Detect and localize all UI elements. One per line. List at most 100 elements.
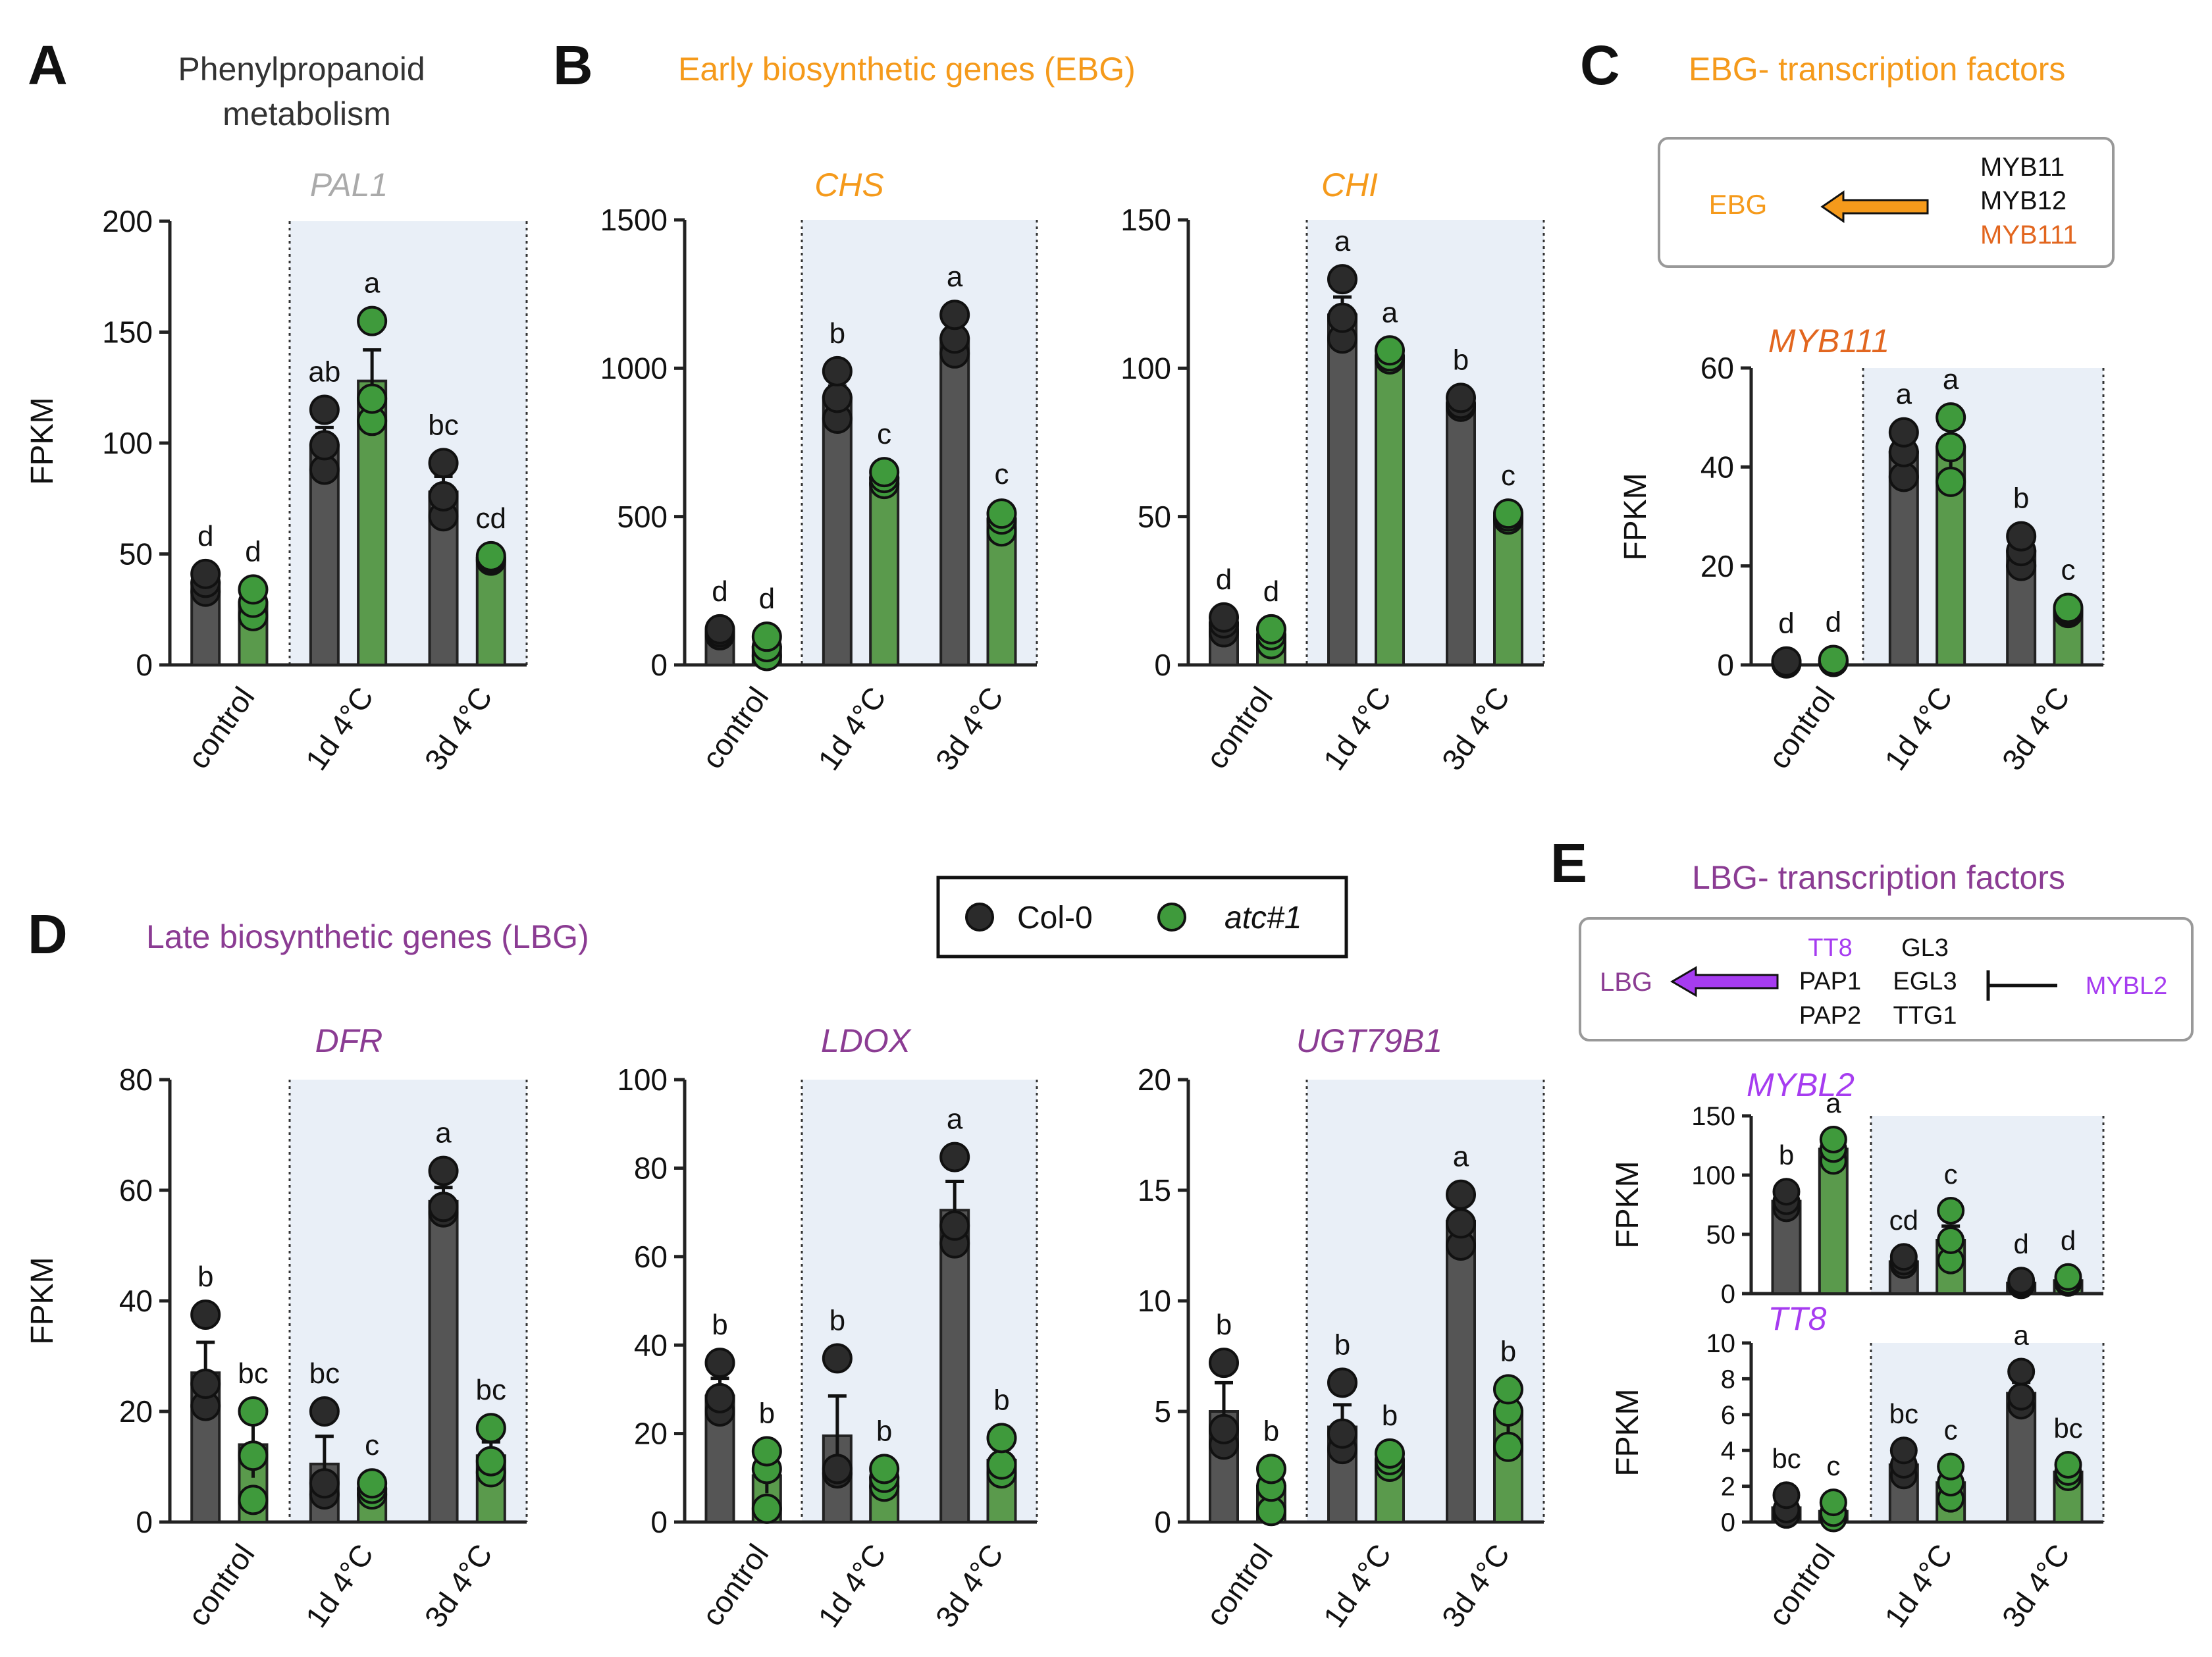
chart-ldox: 0 20 40 60 80 100 LDOX b b control b b 1d 4°C a b 3d 4°… [617, 1022, 1038, 1633]
data-point [238, 574, 269, 605]
data-point [869, 457, 900, 488]
significance-letter: a [435, 1117, 452, 1149]
lbg-target-label: LBG [1600, 968, 1652, 997]
significance-letter: b [759, 1397, 775, 1429]
x-tick-label: control [1199, 681, 1279, 775]
lbg-regulation-diagram: LBG TT8 PAP1 PAP2 GL3 EGL3 TTG1 MYBL2 [1579, 917, 2194, 1041]
data-point [1937, 1197, 1965, 1224]
data-point [1327, 1367, 1357, 1398]
x-tick-label: 1d 4°C [1878, 1538, 1959, 1633]
data-point [2007, 1357, 2036, 1386]
significance-letter: d [712, 575, 727, 608]
x-tick-label: 3d 4°C [928, 681, 1010, 776]
significance-letter: d [245, 535, 261, 567]
significance-letter: cd [1889, 1205, 1918, 1236]
y-tick-label: 1000 [600, 351, 668, 385]
y-tick-label: 10 [1706, 1329, 1736, 1358]
panel-label-E: E [1550, 832, 1587, 894]
y-tick-label: 0 [1154, 648, 1171, 682]
significance-letter: c [365, 1429, 379, 1461]
data-point [822, 1343, 853, 1374]
data-point [190, 1300, 221, 1330]
significance-letter: b [993, 1384, 1009, 1416]
x-tick-label: 1d 4°C [1878, 681, 1959, 776]
bar [1493, 515, 1523, 667]
y-axis-label: FPKM [25, 1257, 60, 1344]
data-point [869, 1454, 900, 1485]
significance-letter: b [1334, 1328, 1350, 1361]
significance-letter: b [712, 1309, 727, 1341]
significance-letter: a [1453, 1141, 1469, 1173]
x-tick-label: 3d 4°C [1435, 681, 1517, 776]
chart-title: CHS [814, 167, 884, 203]
bar [1446, 402, 1476, 666]
significance-letter: bc [238, 1357, 268, 1390]
significance-letter: d [2061, 1225, 2076, 1256]
significance-letter: b [2013, 483, 2029, 515]
significance-letter: a [947, 1103, 963, 1136]
significance-letter: c [1501, 460, 1515, 492]
significance-letter: d [198, 520, 213, 552]
data-point [1446, 382, 1476, 413]
bar [939, 1209, 970, 1523]
y-tick-label: 8 [1721, 1365, 1735, 1394]
x-tick-label: 1d 4°C [299, 681, 381, 776]
x-tick-label: 1d 4°C [811, 681, 893, 776]
data-point [1936, 432, 1966, 463]
data-point [1937, 1226, 1965, 1254]
significance-letter: a [1334, 225, 1351, 257]
significance-letter: bc [428, 409, 458, 441]
chart-title: MYBL2 [1747, 1066, 1855, 1103]
chart-title: LDOX [821, 1022, 912, 1059]
y-tick-label: 0 [1721, 1508, 1735, 1537]
y-tick-label: 150 [102, 315, 153, 350]
y-tick-label: 60 [634, 1240, 668, 1274]
significance-letter: b [830, 317, 845, 350]
data-point [1936, 402, 1966, 433]
significance-letter: a [1943, 363, 1959, 396]
data-point [2007, 1267, 2036, 1295]
data-point [357, 383, 388, 414]
significance-letter: bc [2053, 1413, 2082, 1444]
data-point [357, 1468, 388, 1499]
data-point [1446, 1208, 1476, 1239]
activation-arrow-lbg [1670, 966, 1779, 997]
significance-letter: bc [1772, 1443, 1801, 1474]
significance-letter: a [1826, 1088, 1841, 1118]
data-point [1888, 417, 1919, 448]
header-lbg: Late biosynthetic genes (LBG) [146, 918, 589, 955]
header-lbg-tf: LBG- transcription factors [1692, 859, 2065, 896]
x-tick-label: 1d 4°C [811, 1538, 893, 1633]
legend-col0-marker [965, 903, 994, 932]
data-point [704, 614, 735, 644]
y-tick-label: 200 [102, 204, 153, 238]
y-tick-label: 80 [634, 1151, 668, 1186]
bar [1327, 313, 1357, 667]
tf-mybl2: MYBL2 [2086, 972, 2168, 1000]
significance-letter: c [2061, 554, 2076, 587]
y-tick-label: 50 [1138, 500, 1171, 534]
chart-title: CHI [1321, 167, 1378, 203]
x-tick-label: 1d 4°C [1317, 681, 1398, 776]
data-point [1327, 1418, 1357, 1449]
x-tick-label: 3d 4°C [1995, 681, 2076, 776]
significance-letter: a [1896, 379, 1912, 411]
data-point [986, 1449, 1017, 1480]
panel-label-D: D [28, 903, 68, 965]
data-point [822, 1454, 853, 1485]
bar [939, 337, 970, 666]
significance-letter: c [1826, 1450, 1840, 1481]
y-axis-label: FPKM [1618, 473, 1653, 560]
y-tick-label: 40 [634, 1328, 668, 1362]
data-point [1209, 1348, 1239, 1379]
data-point [309, 1468, 340, 1499]
y-tick-label: 0 [136, 648, 153, 682]
y-tick-label: 40 [1700, 450, 1734, 484]
y-tick-label: 0 [1154, 1505, 1171, 1539]
legend-col0-label: Col-0 [1017, 901, 1093, 935]
data-point [1818, 644, 1849, 675]
tf-ttg1: TTG1 [1893, 1002, 1957, 1030]
significance-letter: c [1944, 1159, 1958, 1190]
lbg-diagram-frame [1579, 917, 2194, 1041]
